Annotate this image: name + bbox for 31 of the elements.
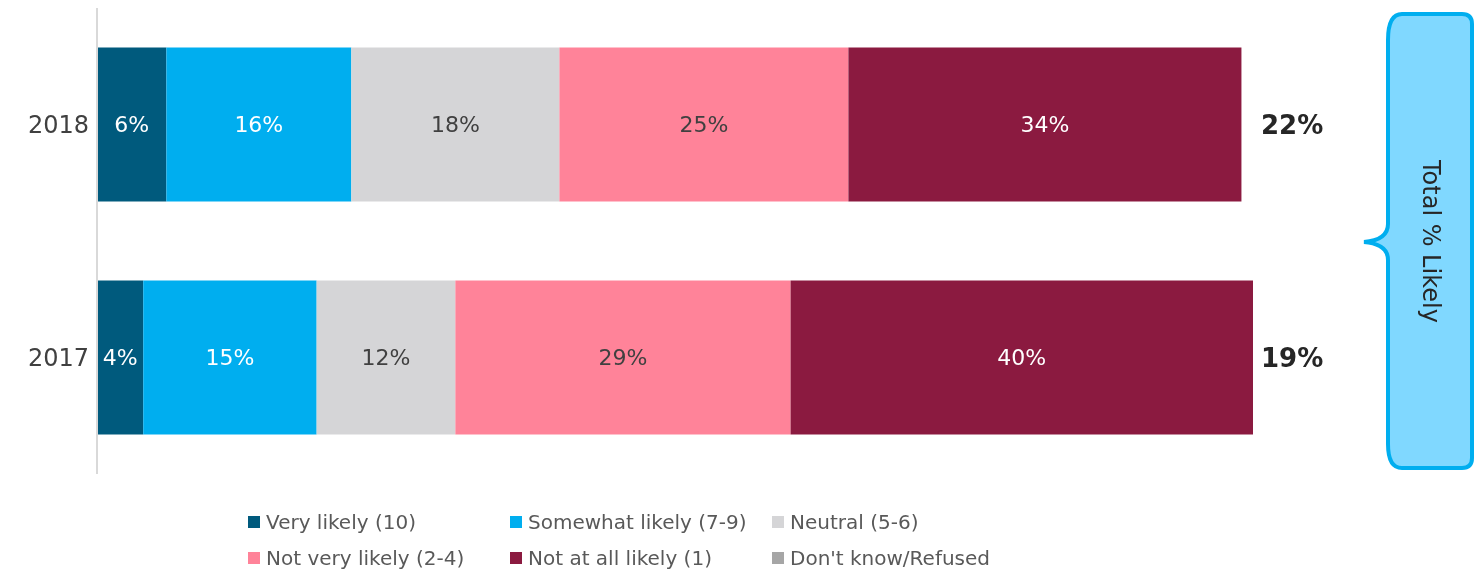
data-label: 34% bbox=[1020, 112, 1070, 138]
data-label: 12% bbox=[361, 345, 411, 371]
legend-label: Very likely (10) bbox=[266, 510, 416, 534]
data-label: 40% bbox=[997, 345, 1047, 371]
bar bbox=[143, 280, 317, 435]
data-label: 18% bbox=[430, 112, 480, 138]
y-tick-label: 2017 bbox=[27, 344, 89, 373]
data-label: 6% bbox=[114, 112, 150, 138]
legend-label: Somewhat likely (7-9) bbox=[528, 510, 747, 534]
legend-label: Not at all likely (1) bbox=[528, 546, 712, 570]
text: Total % Likely bbox=[1417, 159, 1445, 323]
bar bbox=[316, 280, 456, 435]
bar bbox=[97, 47, 167, 202]
bar bbox=[455, 280, 791, 435]
y-tick-label: 2018 bbox=[27, 111, 89, 140]
data-label: 16% bbox=[234, 112, 284, 138]
data-label: 25% bbox=[679, 112, 729, 138]
data-label: 29% bbox=[598, 345, 648, 371]
legend-label: Not very likely (2-4) bbox=[266, 546, 465, 570]
text: 19% bbox=[1261, 342, 1324, 373]
legend-label: Don't know/Refused bbox=[790, 546, 991, 570]
bar bbox=[97, 280, 144, 435]
data-label: 4% bbox=[102, 345, 138, 371]
legend-label: Neutral (5-6) bbox=[790, 510, 919, 534]
bar bbox=[848, 47, 1242, 202]
bar bbox=[166, 47, 352, 202]
data-label: 15% bbox=[205, 345, 255, 371]
bar bbox=[790, 280, 1253, 435]
bar bbox=[351, 47, 560, 202]
bar bbox=[559, 47, 849, 202]
text: 22% bbox=[1261, 109, 1324, 140]
